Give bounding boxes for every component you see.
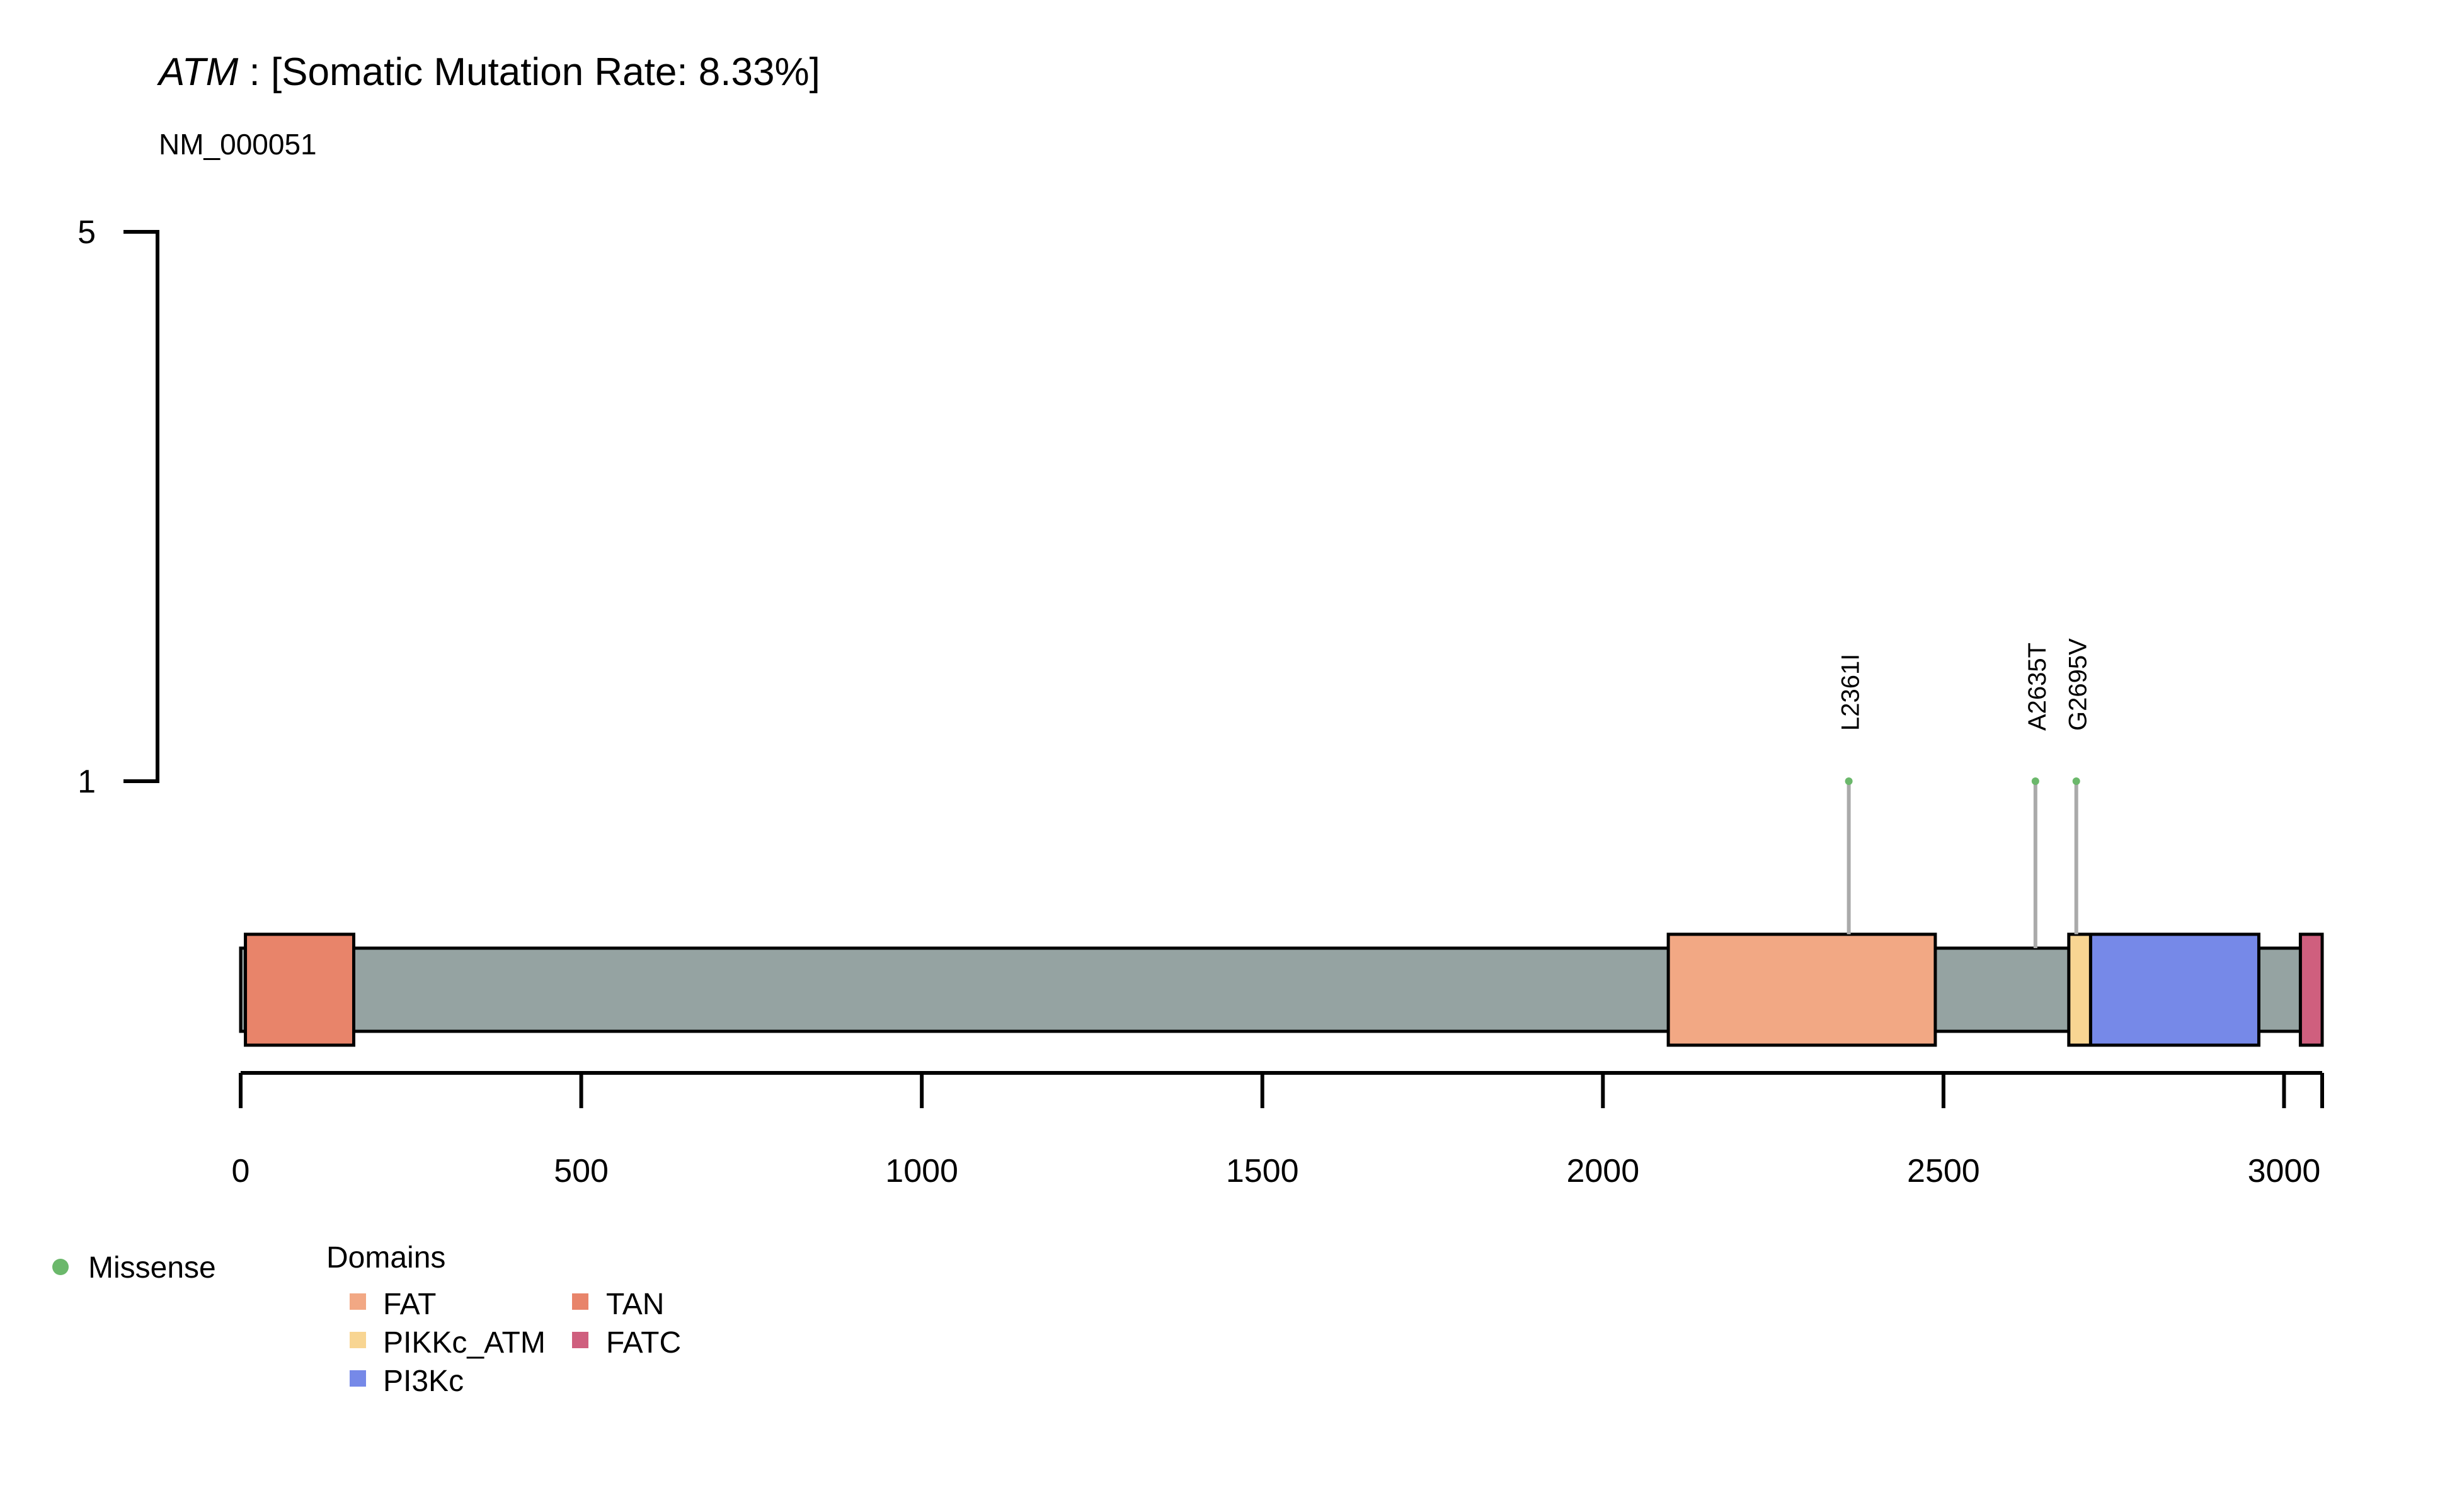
legend-label-tan: TAN xyxy=(606,1288,664,1321)
mutation-lollipops: L2361I A2635T G2695V xyxy=(1837,638,2092,948)
lollipop-head xyxy=(1845,777,1853,785)
chart-subtitle: NM_000051 xyxy=(159,128,317,161)
chart-title: ATM : [Somatic Mutation Rate: 8.33%] xyxy=(156,50,820,94)
domain-legend: Domains FAT PIKKc_ATM PI3Kc TAN FATC xyxy=(326,1241,681,1398)
legend-swatch-pi3kc xyxy=(350,1370,366,1387)
mutation-rate: : [Somatic Mutation Rate: 8.33%] xyxy=(238,50,820,94)
protein-backbone xyxy=(239,946,2324,1033)
legend-label-pikkc_atm: PIKKc_ATM xyxy=(383,1326,546,1360)
legend-missense-dot xyxy=(52,1259,69,1275)
x-tick-label: 2000 xyxy=(1566,1153,1639,1189)
domain-pikkc_atm xyxy=(2067,932,2092,1047)
legend-swatch-pikkc_atm xyxy=(350,1332,366,1348)
mutation-label: L2361I xyxy=(1837,654,1865,731)
gene-name: ATM xyxy=(156,50,239,94)
mutation-legend: Missense xyxy=(52,1251,216,1285)
legend-swatch-fat xyxy=(350,1293,366,1310)
legend-swatch-tan xyxy=(572,1293,588,1310)
x-tick-label: 2500 xyxy=(1907,1153,1980,1189)
domain-fatc xyxy=(2298,932,2324,1047)
y-axis: 15 xyxy=(77,214,159,800)
domain-tan xyxy=(244,932,355,1047)
mutation-label: G2695V xyxy=(2065,638,2092,731)
domain-pi3kc xyxy=(2088,932,2260,1047)
x-tick-label: 3000 xyxy=(2248,1153,2321,1189)
x-tick-label: 1000 xyxy=(885,1153,958,1189)
lollipop-head xyxy=(2031,777,2039,785)
y-tick-label: 1 xyxy=(77,764,96,800)
legend-label-fat: FAT xyxy=(383,1288,436,1321)
x-tick-label: 0 xyxy=(232,1153,250,1189)
legend-swatch-fatc xyxy=(572,1332,588,1348)
legend-domains-title: Domains xyxy=(326,1241,445,1274)
x-tick-label: 1500 xyxy=(1226,1153,1299,1189)
y-tick-label: 5 xyxy=(77,214,96,251)
legend-missense-label: Missense xyxy=(88,1251,216,1285)
lollipop-head xyxy=(2072,777,2080,785)
x-axis: 0 500 1000 1500 2000 2500 3000 xyxy=(232,1071,2324,1189)
protein-track xyxy=(239,932,2324,1047)
domain-fat xyxy=(1666,932,1937,1047)
mutation-label: A2635T xyxy=(2024,643,2051,731)
x-tick-label: 500 xyxy=(554,1153,609,1189)
legend-label-pi3kc: PI3Kc xyxy=(383,1365,464,1398)
legend-label-fatc: FATC xyxy=(606,1326,681,1360)
